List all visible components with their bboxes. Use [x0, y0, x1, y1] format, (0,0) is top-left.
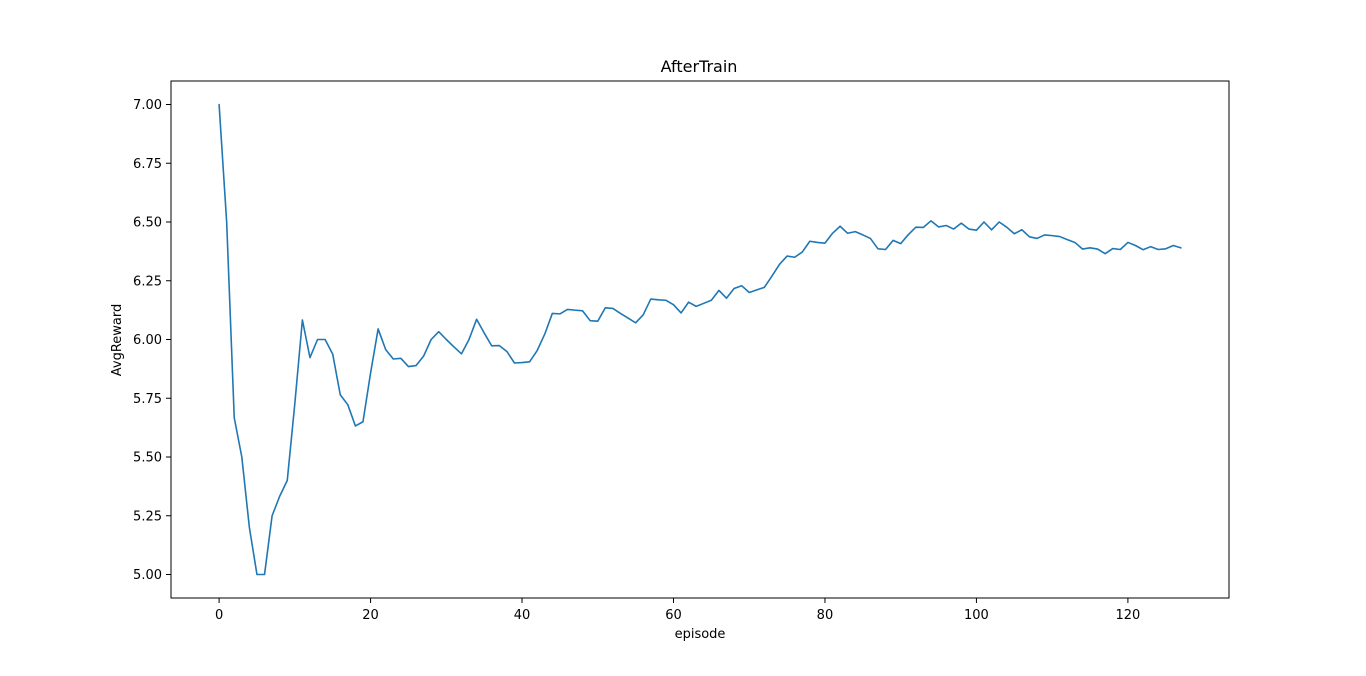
x-tick-label: 80	[817, 608, 834, 623]
y-tick-label: 6.50	[133, 216, 162, 231]
y-axis-label: AvgReward	[110, 304, 125, 377]
x-tick-label: 40	[514, 608, 531, 623]
y-tick-label: 6.00	[133, 333, 162, 348]
x-tick-label: 0	[215, 608, 223, 623]
series-line-0	[218, 103, 1182, 576]
y-tick-label: 5.25	[133, 509, 162, 524]
chart-title: AfterTrain	[661, 57, 738, 76]
y-axis: 5.00 5.25 5.50 5.75 6.00 6.25 6.50 6.75 7.00	[133, 98, 171, 583]
x-tick-label: 60	[665, 608, 682, 623]
y-tick-label: 7.00	[133, 98, 162, 113]
y-tick-label: 6.25	[133, 274, 162, 289]
x-axis-label: episode	[675, 627, 726, 642]
x-tick-label: 100	[964, 608, 989, 623]
x-tick-label: 20	[362, 608, 379, 623]
y-tick-label: 5.75	[133, 392, 162, 407]
x-tick-label: 120	[1115, 608, 1140, 623]
y-tick-label: 5.00	[133, 568, 162, 583]
x-axis: 0 20 40 60 80 100 120	[215, 598, 1140, 623]
y-tick-label: 5.50	[133, 451, 162, 466]
y-tick-label: 6.75	[133, 157, 162, 172]
plot-area	[218, 103, 1182, 576]
plot-frame	[170, 80, 1230, 599]
